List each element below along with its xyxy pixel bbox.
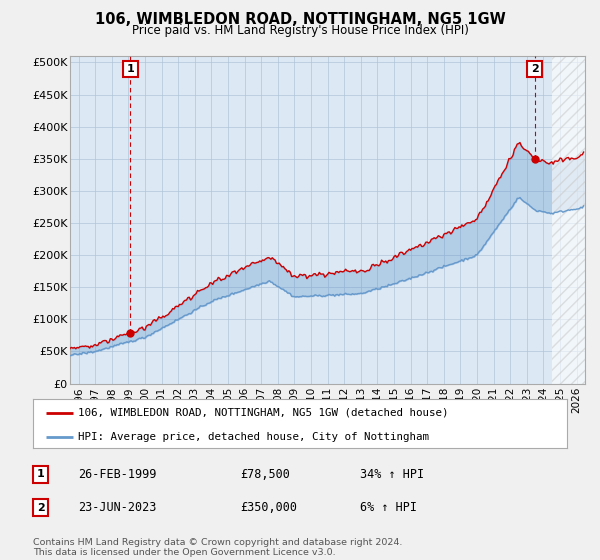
Text: 106, WIMBLEDON ROAD, NOTTINGHAM, NG5 1GW: 106, WIMBLEDON ROAD, NOTTINGHAM, NG5 1GW (95, 12, 505, 27)
Text: £78,500: £78,500 (240, 468, 290, 481)
Text: Contains HM Land Registry data © Crown copyright and database right 2024.
This d: Contains HM Land Registry data © Crown c… (33, 538, 403, 557)
Text: HPI: Average price, detached house, City of Nottingham: HPI: Average price, detached house, City… (79, 432, 430, 442)
Text: £350,000: £350,000 (240, 501, 297, 515)
Text: 6% ↑ HPI: 6% ↑ HPI (360, 501, 417, 515)
Text: 1: 1 (127, 64, 134, 74)
Text: 106, WIMBLEDON ROAD, NOTTINGHAM, NG5 1GW (detached house): 106, WIMBLEDON ROAD, NOTTINGHAM, NG5 1GW… (79, 408, 449, 418)
Text: 23-JUN-2023: 23-JUN-2023 (78, 501, 157, 515)
Text: 2: 2 (531, 64, 539, 74)
Text: 34% ↑ HPI: 34% ↑ HPI (360, 468, 424, 481)
Text: Price paid vs. HM Land Registry's House Price Index (HPI): Price paid vs. HM Land Registry's House … (131, 24, 469, 36)
Text: 1: 1 (37, 469, 44, 479)
Text: 26-FEB-1999: 26-FEB-1999 (78, 468, 157, 481)
Text: 2: 2 (37, 503, 44, 513)
